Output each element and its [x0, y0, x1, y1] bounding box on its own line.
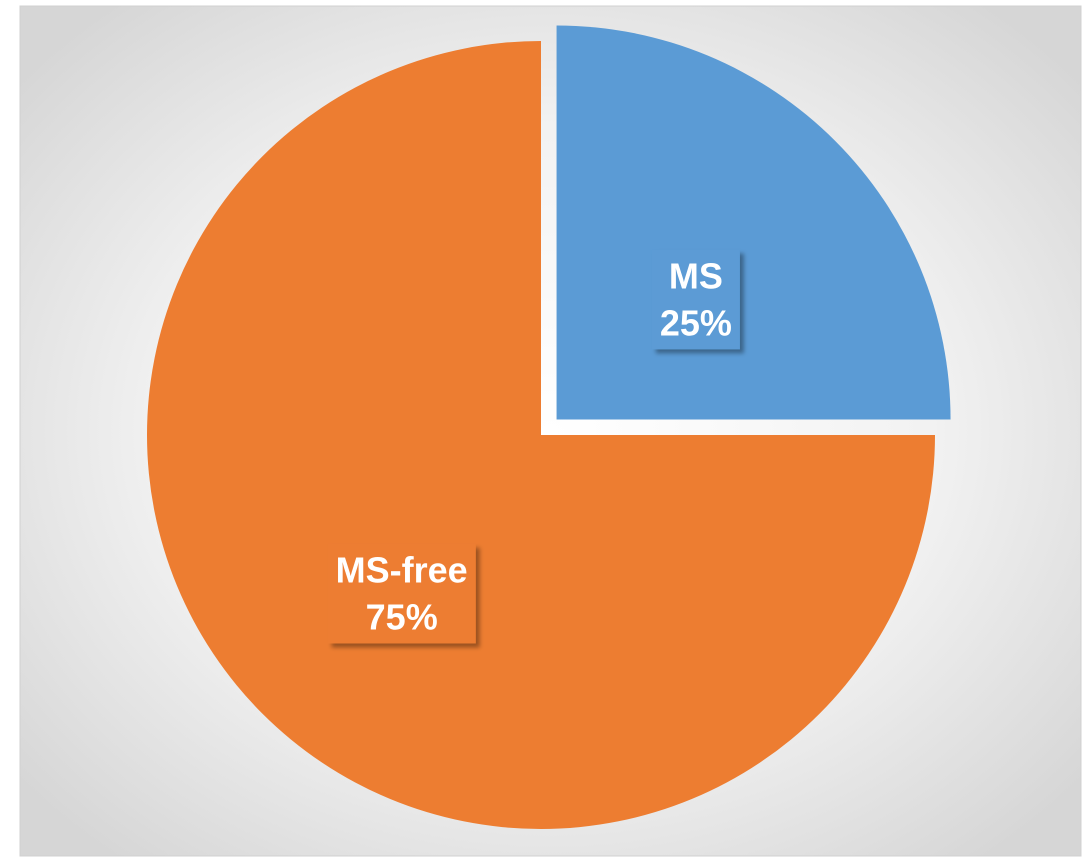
label-box — [651, 249, 740, 350]
label-category: MS — [669, 256, 723, 297]
data-label-text: MS 25% — [660, 256, 732, 344]
data-label-text: MS-free 75% — [336, 550, 468, 638]
data-label: MS 25% — [651, 249, 740, 350]
label-value: 25% — [660, 302, 732, 343]
label-box — [327, 543, 476, 644]
labels: MS 25% MS-free 75% — [327, 249, 740, 644]
data-label: MS-free 75% — [327, 543, 476, 644]
label-value: 75% — [366, 597, 438, 638]
label-category: MS-free — [336, 550, 468, 591]
